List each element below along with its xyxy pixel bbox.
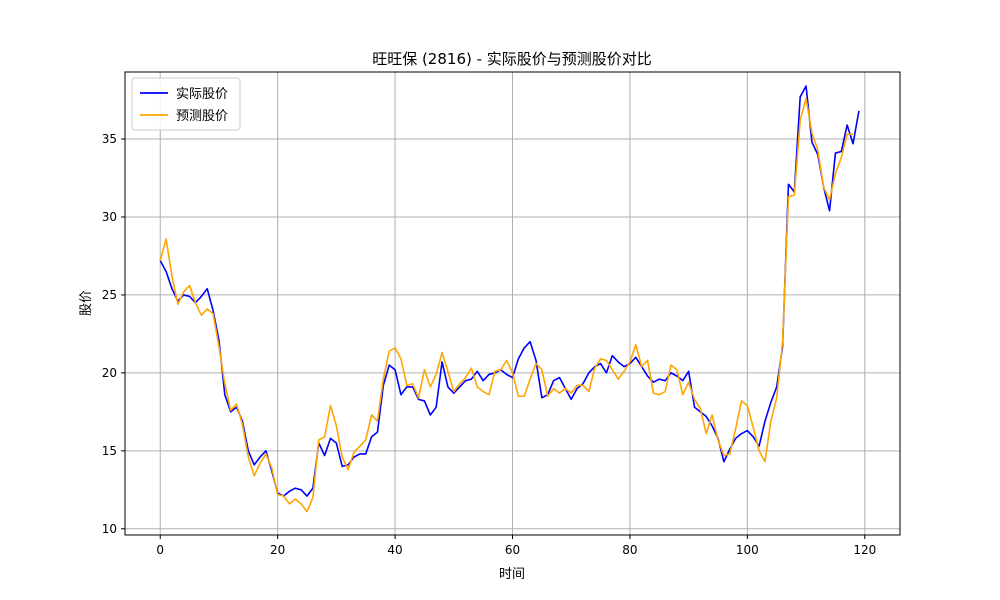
y-tick-label: 20 <box>102 366 117 380</box>
ticks: 0 20 40 60 80 100 120 10 15 20 25 30 35 <box>102 132 877 557</box>
x-axis-label: 时间 <box>499 567 525 582</box>
series-line-0 <box>159 85 860 497</box>
y-tick-label: 15 <box>102 444 117 458</box>
series-line-1 <box>159 97 854 513</box>
x-tick-label: 80 <box>622 543 637 557</box>
grid <box>125 72 900 535</box>
y-tick-label: 35 <box>102 132 117 146</box>
y-tick-label: 30 <box>102 210 117 224</box>
x-tick-label: 20 <box>270 543 285 557</box>
x-tick-label: 100 <box>736 543 759 557</box>
x-tick-label: 60 <box>505 543 520 557</box>
legend-box <box>131 77 241 131</box>
x-tick-label: 120 <box>853 543 876 557</box>
legend-label-0: 实际股价 <box>176 87 228 102</box>
chart-title: 旺旺保 (2816) - 实际股价与预测股价对比 <box>372 50 652 68</box>
y-tick-label: 10 <box>102 522 117 536</box>
x-tick-label: 40 <box>387 543 402 557</box>
x-tick-label: 0 <box>156 543 164 557</box>
y-axis-label: 股价 <box>79 290 94 316</box>
legend-label-1: 预测股价 <box>176 109 228 124</box>
series-layer <box>159 85 860 513</box>
y-tick-label: 25 <box>102 288 117 302</box>
